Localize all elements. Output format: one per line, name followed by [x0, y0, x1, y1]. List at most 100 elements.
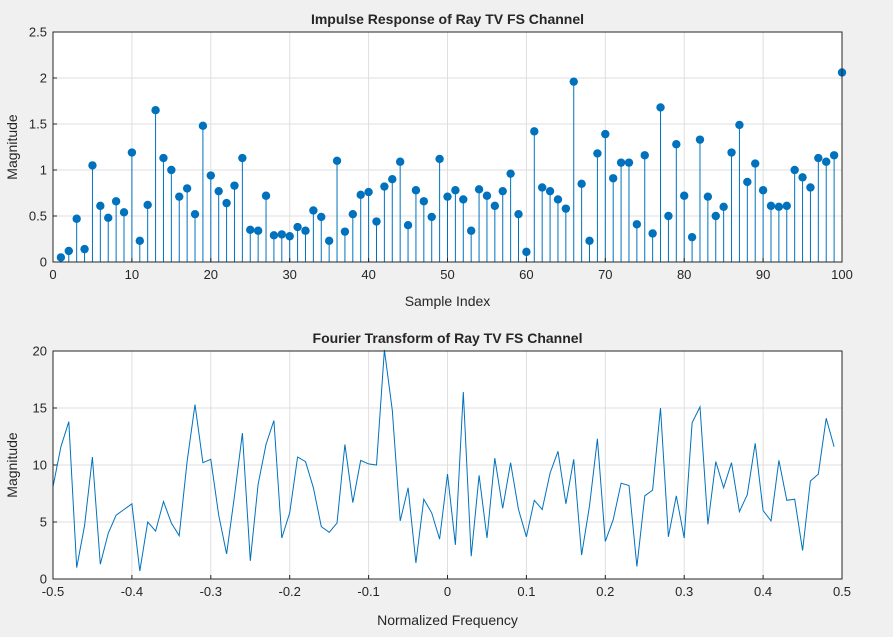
stem-marker — [656, 103, 665, 112]
x-tick-label: 100 — [831, 267, 853, 282]
stem-marker — [56, 253, 66, 262]
stem-marker — [601, 129, 610, 139]
stem-marker — [72, 214, 81, 223]
stem-marker — [758, 186, 768, 195]
stem-marker — [648, 229, 657, 238]
x-tick-label: -0.5 — [42, 584, 64, 599]
stem-marker — [514, 209, 523, 219]
stem-marker — [672, 140, 681, 149]
stem-marker — [143, 200, 152, 210]
stem-marker — [719, 202, 728, 211]
stem-marker — [782, 201, 791, 211]
y-tick-label: 0.5 — [29, 209, 47, 224]
stem-marker — [695, 135, 705, 144]
x-tick-label: 20 — [204, 267, 218, 282]
stem-marker — [222, 198, 231, 208]
stem-marker — [269, 231, 279, 240]
stem-marker — [735, 120, 744, 130]
x-tick-label: 80 — [677, 267, 691, 282]
stem-marker — [364, 187, 373, 197]
y-tick-label: 2.5 — [29, 25, 47, 40]
impulse-ticks: 0 10 20 30 40 50 60 70 80 90 100 0 0.5 1 1.5 2 2.5 — [29, 25, 853, 283]
stem-marker — [309, 206, 318, 215]
stem-marker — [593, 149, 602, 158]
stem-marker — [798, 173, 807, 182]
fourier-title: Fourier Transform of Ray TV FS Channel — [313, 330, 583, 346]
stem-marker — [703, 192, 713, 201]
stem-marker — [561, 204, 571, 213]
stem-marker — [435, 154, 444, 164]
y-tick-label: 2 — [40, 71, 47, 86]
x-tick-label: 0.5 — [833, 584, 851, 599]
stem-marker — [80, 244, 89, 254]
stem-marker — [419, 197, 429, 206]
x-tick-label: 0 — [444, 584, 451, 599]
stem-marker — [285, 232, 294, 241]
stem-marker — [380, 182, 389, 191]
stem-marker — [577, 179, 586, 188]
stem-marker — [466, 226, 476, 235]
stem-marker — [119, 208, 129, 217]
stem-marker — [96, 201, 105, 211]
y-tick-label: 1.5 — [29, 117, 47, 132]
x-tick-label: 0.3 — [675, 584, 693, 599]
impulse-stems — [56, 68, 847, 262]
stem-marker — [640, 151, 649, 160]
stem-marker — [553, 195, 563, 204]
stem-marker — [624, 158, 634, 167]
stem-marker — [403, 221, 413, 230]
stem-marker — [498, 186, 507, 196]
impulse-title: Impulse Response of Ray TV FS Channel — [311, 11, 584, 27]
stem-marker — [427, 212, 436, 222]
x-tick-label: 60 — [519, 267, 533, 282]
stem-marker — [104, 213, 113, 223]
stem-marker — [301, 226, 310, 235]
y-tick-label: 20 — [33, 344, 47, 359]
stem-marker — [214, 186, 223, 196]
stem-marker — [230, 181, 239, 190]
stem-marker — [206, 171, 215, 180]
impulse-response-axes: 0 10 20 30 40 50 60 70 80 90 100 0 0.5 1 1.5 2 2.5 Impul… — [4, 11, 853, 309]
y-tick-label: 15 — [33, 401, 47, 416]
x-tick-label: 30 — [282, 267, 296, 282]
x-tick-label: 50 — [440, 267, 454, 282]
stem-marker — [774, 202, 784, 211]
x-tick-label: -0.2 — [278, 584, 300, 599]
x-tick-label: 10 — [125, 267, 139, 282]
y-tick-label: 5 — [40, 515, 47, 530]
y-tick-label: 10 — [33, 458, 47, 473]
stem-marker — [822, 157, 831, 166]
stem-marker — [522, 247, 531, 257]
stem-marker — [277, 230, 287, 239]
stem-marker — [482, 191, 492, 200]
stem-marker — [766, 201, 776, 211]
stem-marker — [372, 217, 381, 226]
x-tick-label: 0.4 — [754, 584, 772, 599]
x-tick-label: -0.1 — [357, 584, 379, 599]
stem-marker — [324, 236, 334, 246]
stem-marker — [829, 151, 839, 160]
stem-marker — [506, 169, 515, 178]
stem-marker — [340, 227, 350, 236]
stem-marker — [459, 195, 468, 204]
stem-marker — [356, 190, 365, 200]
stem-marker — [127, 148, 137, 157]
y-tick-label: 0 — [40, 255, 47, 270]
stem-marker — [135, 236, 144, 246]
stem-marker — [111, 197, 121, 206]
fourier-series-line — [52, 349, 835, 572]
stem-marker — [238, 153, 247, 163]
stem-marker — [64, 246, 73, 256]
stem-marker — [317, 212, 326, 222]
stem-marker — [751, 159, 760, 168]
stem-marker — [585, 236, 594, 246]
stem-marker — [451, 186, 460, 195]
x-tick-label: 0.2 — [596, 584, 614, 599]
stem-marker — [182, 184, 192, 193]
stem-marker — [411, 186, 421, 195]
stem-marker — [727, 148, 736, 157]
x-tick-label: 70 — [598, 267, 612, 282]
stem-marker — [608, 174, 618, 183]
stem-marker — [443, 192, 452, 201]
